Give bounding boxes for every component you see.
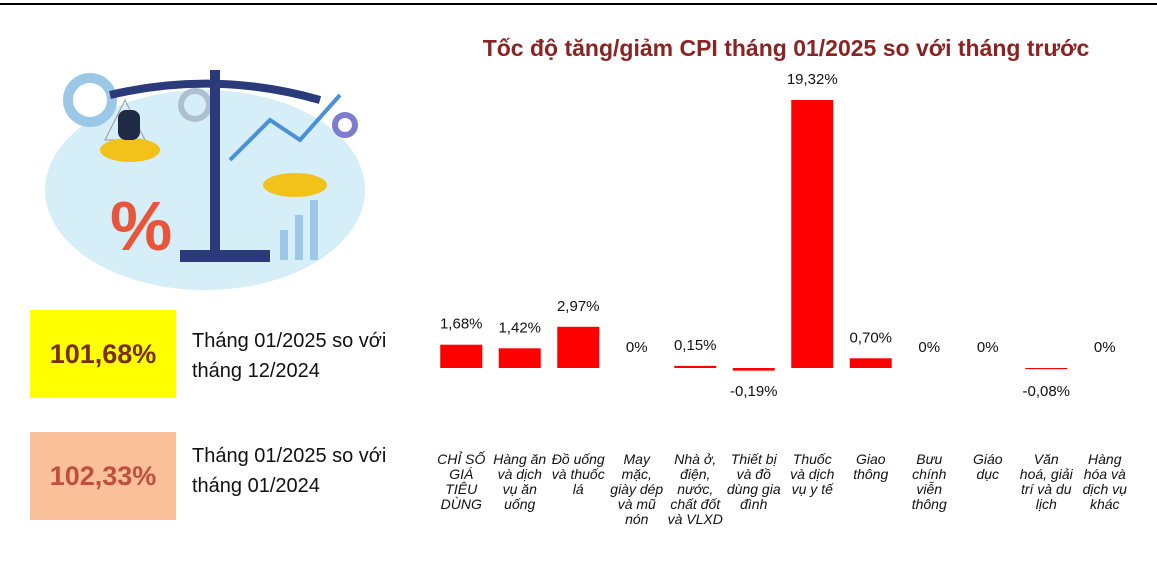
chart-svg: Tốc độ tăng/giảm CPI tháng 01/2025 so vớ… (0, 0, 1157, 587)
category-label: Bưu chính viễn thông (901, 452, 957, 512)
value-label: 1,68% (440, 316, 483, 333)
chart: Tốc độ tăng/giảm CPI tháng 01/2025 so vớ… (0, 0, 1157, 587)
bar (557, 327, 599, 368)
bar (1025, 368, 1067, 369)
bar (791, 100, 833, 368)
category-label: CHỈ SỐ GIÁ TIÊU DÙNG (433, 452, 489, 512)
category-label: Hàng ăn và dịch vụ ăn uống (492, 452, 548, 512)
value-label: 0% (977, 339, 999, 356)
category-label: Đồ uống và thuốc lá (550, 452, 606, 497)
value-label: 1,42% (498, 319, 541, 336)
category-label: Thiết bị và đồ dùng gia đình (726, 452, 782, 512)
chart-title: Tốc độ tăng/giảm CPI tháng 01/2025 so vớ… (483, 35, 1090, 61)
value-label: 0% (918, 339, 940, 356)
category-label: Nhà ở, điện, nước, chất đốt và VLXD (667, 452, 723, 527)
category-label: Văn hoá, giải trí và du lịch (1018, 452, 1074, 512)
category-label: May mặc, giày dép và mũ nón (609, 452, 665, 527)
value-label: 0,70% (849, 329, 892, 346)
page: % 101,68% Tháng 01/2025 so với tháng 12/… (0, 0, 1157, 587)
bar (850, 358, 892, 368)
value-label: -0,19% (730, 383, 778, 400)
bar (733, 368, 775, 371)
bar (440, 345, 482, 368)
value-label: -0,08% (1022, 383, 1070, 400)
bar (674, 366, 716, 368)
category-label: Thuốc và dịch vụ y tế (784, 452, 840, 497)
value-label: 19,32% (787, 71, 838, 88)
category-label: Giáo dục (960, 452, 1016, 482)
bar (499, 348, 541, 368)
category-label: Giao thông (843, 452, 899, 482)
category-label: Hàng hóa và dịch vụ khác (1077, 452, 1133, 512)
value-label: 0% (626, 339, 648, 356)
value-label: 0,15% (674, 337, 717, 354)
value-label: 0% (1094, 339, 1116, 356)
value-label: 2,97% (557, 298, 600, 315)
